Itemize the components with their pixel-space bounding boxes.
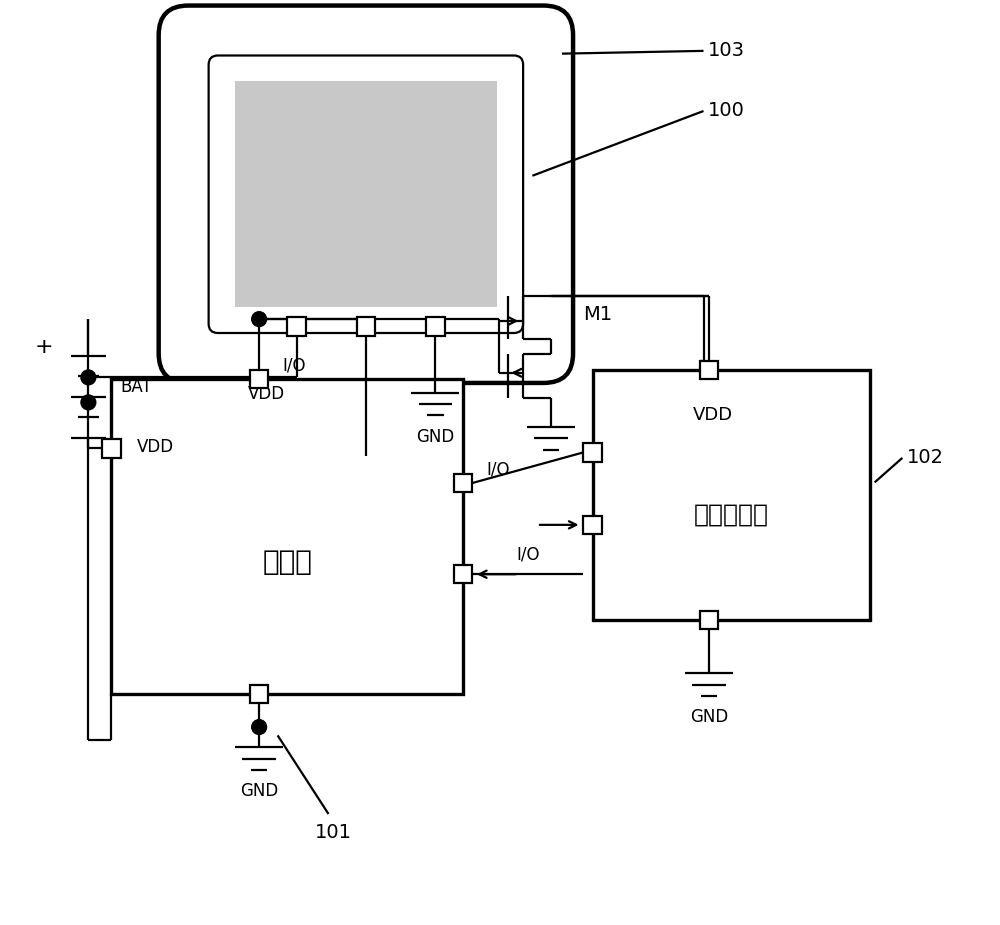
Text: 控制器: 控制器 [262, 548, 312, 575]
Bar [583, 443, 602, 462]
Text: GND: GND [240, 782, 278, 799]
Text: VDD: VDD [136, 438, 174, 456]
Bar [102, 439, 121, 458]
Text: GND: GND [416, 428, 454, 446]
Text: VDD: VDD [248, 385, 285, 402]
Bar [583, 515, 602, 534]
Bar [250, 684, 268, 703]
Text: GND: GND [690, 708, 728, 725]
Circle shape [252, 720, 267, 734]
Text: BAT: BAT [121, 377, 152, 396]
Bar [111, 379, 463, 694]
Bar [426, 317, 444, 336]
Text: I/O: I/O [282, 357, 306, 375]
Circle shape [81, 370, 96, 385]
Bar [454, 474, 472, 492]
Text: 指纹锁模块: 指纹锁模块 [694, 503, 769, 527]
Bar [700, 610, 718, 629]
Bar [357, 317, 375, 336]
Bar [700, 361, 718, 379]
Text: 100: 100 [708, 102, 745, 120]
Text: M1: M1 [583, 305, 612, 324]
FancyBboxPatch shape [209, 56, 523, 333]
FancyBboxPatch shape [159, 6, 573, 383]
Bar [235, 81, 497, 307]
Text: 101: 101 [315, 823, 352, 843]
Text: I/O: I/O [516, 545, 540, 563]
Text: I/O: I/O [486, 461, 510, 478]
Text: 102: 102 [907, 449, 944, 467]
Bar [287, 317, 306, 336]
Text: +: + [35, 337, 53, 357]
Bar [250, 370, 268, 388]
Circle shape [81, 395, 96, 410]
Text: 103: 103 [708, 42, 745, 60]
Circle shape [252, 312, 267, 327]
Bar [592, 370, 870, 620]
Text: VDD: VDD [693, 406, 733, 424]
Bar [454, 565, 472, 584]
